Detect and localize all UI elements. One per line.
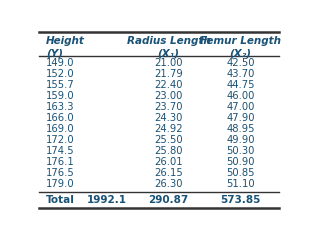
Text: 23.70: 23.70 xyxy=(154,102,183,112)
Text: Radius Length: Radius Length xyxy=(126,36,210,46)
Text: 50.85: 50.85 xyxy=(226,168,255,178)
Text: 159.0: 159.0 xyxy=(46,91,75,101)
Text: 46.00: 46.00 xyxy=(226,91,255,101)
Text: 169.0: 169.0 xyxy=(46,124,75,134)
Text: 49.90: 49.90 xyxy=(226,135,255,145)
Text: Total: Total xyxy=(46,195,75,205)
Text: 1992.1: 1992.1 xyxy=(87,195,127,205)
Text: 44.75: 44.75 xyxy=(226,80,255,90)
Text: 21.79: 21.79 xyxy=(154,69,183,79)
Text: 26.15: 26.15 xyxy=(154,168,183,178)
Text: 163.3: 163.3 xyxy=(46,102,74,112)
Text: 50.30: 50.30 xyxy=(226,146,255,156)
Text: 47.90: 47.90 xyxy=(226,113,255,123)
Text: 25.80: 25.80 xyxy=(154,146,183,156)
Text: Femur Length: Femur Length xyxy=(200,36,281,46)
Text: 43.70: 43.70 xyxy=(226,69,255,79)
Text: (Y): (Y) xyxy=(46,48,63,58)
Text: 174.5: 174.5 xyxy=(46,146,75,156)
Text: 26.30: 26.30 xyxy=(154,179,183,189)
Text: (X₁): (X₁) xyxy=(157,48,179,58)
Text: 166.0: 166.0 xyxy=(46,113,75,123)
Text: 573.85: 573.85 xyxy=(220,195,261,205)
Text: 48.95: 48.95 xyxy=(226,124,255,134)
Text: 24.30: 24.30 xyxy=(154,113,183,123)
Text: 47.00: 47.00 xyxy=(226,102,255,112)
Text: 25.50: 25.50 xyxy=(154,135,183,145)
Text: 152.0: 152.0 xyxy=(46,69,75,79)
Text: Height: Height xyxy=(46,36,85,46)
Text: 179.0: 179.0 xyxy=(46,179,75,189)
Text: 172.0: 172.0 xyxy=(46,135,75,145)
Text: 26.01: 26.01 xyxy=(154,157,183,167)
Text: 290.87: 290.87 xyxy=(148,195,188,205)
Text: 24.92: 24.92 xyxy=(154,124,183,134)
Text: 176.1: 176.1 xyxy=(46,157,75,167)
Text: (X₂): (X₂) xyxy=(230,48,251,58)
Text: 23.00: 23.00 xyxy=(154,91,183,101)
Text: 51.10: 51.10 xyxy=(226,179,255,189)
Text: 149.0: 149.0 xyxy=(46,58,74,68)
Text: 176.5: 176.5 xyxy=(46,168,75,178)
Text: 21.00: 21.00 xyxy=(154,58,183,68)
Text: 155.7: 155.7 xyxy=(46,80,75,90)
Text: 22.40: 22.40 xyxy=(154,80,183,90)
Text: 50.90: 50.90 xyxy=(226,157,255,167)
Text: 42.50: 42.50 xyxy=(226,58,255,68)
